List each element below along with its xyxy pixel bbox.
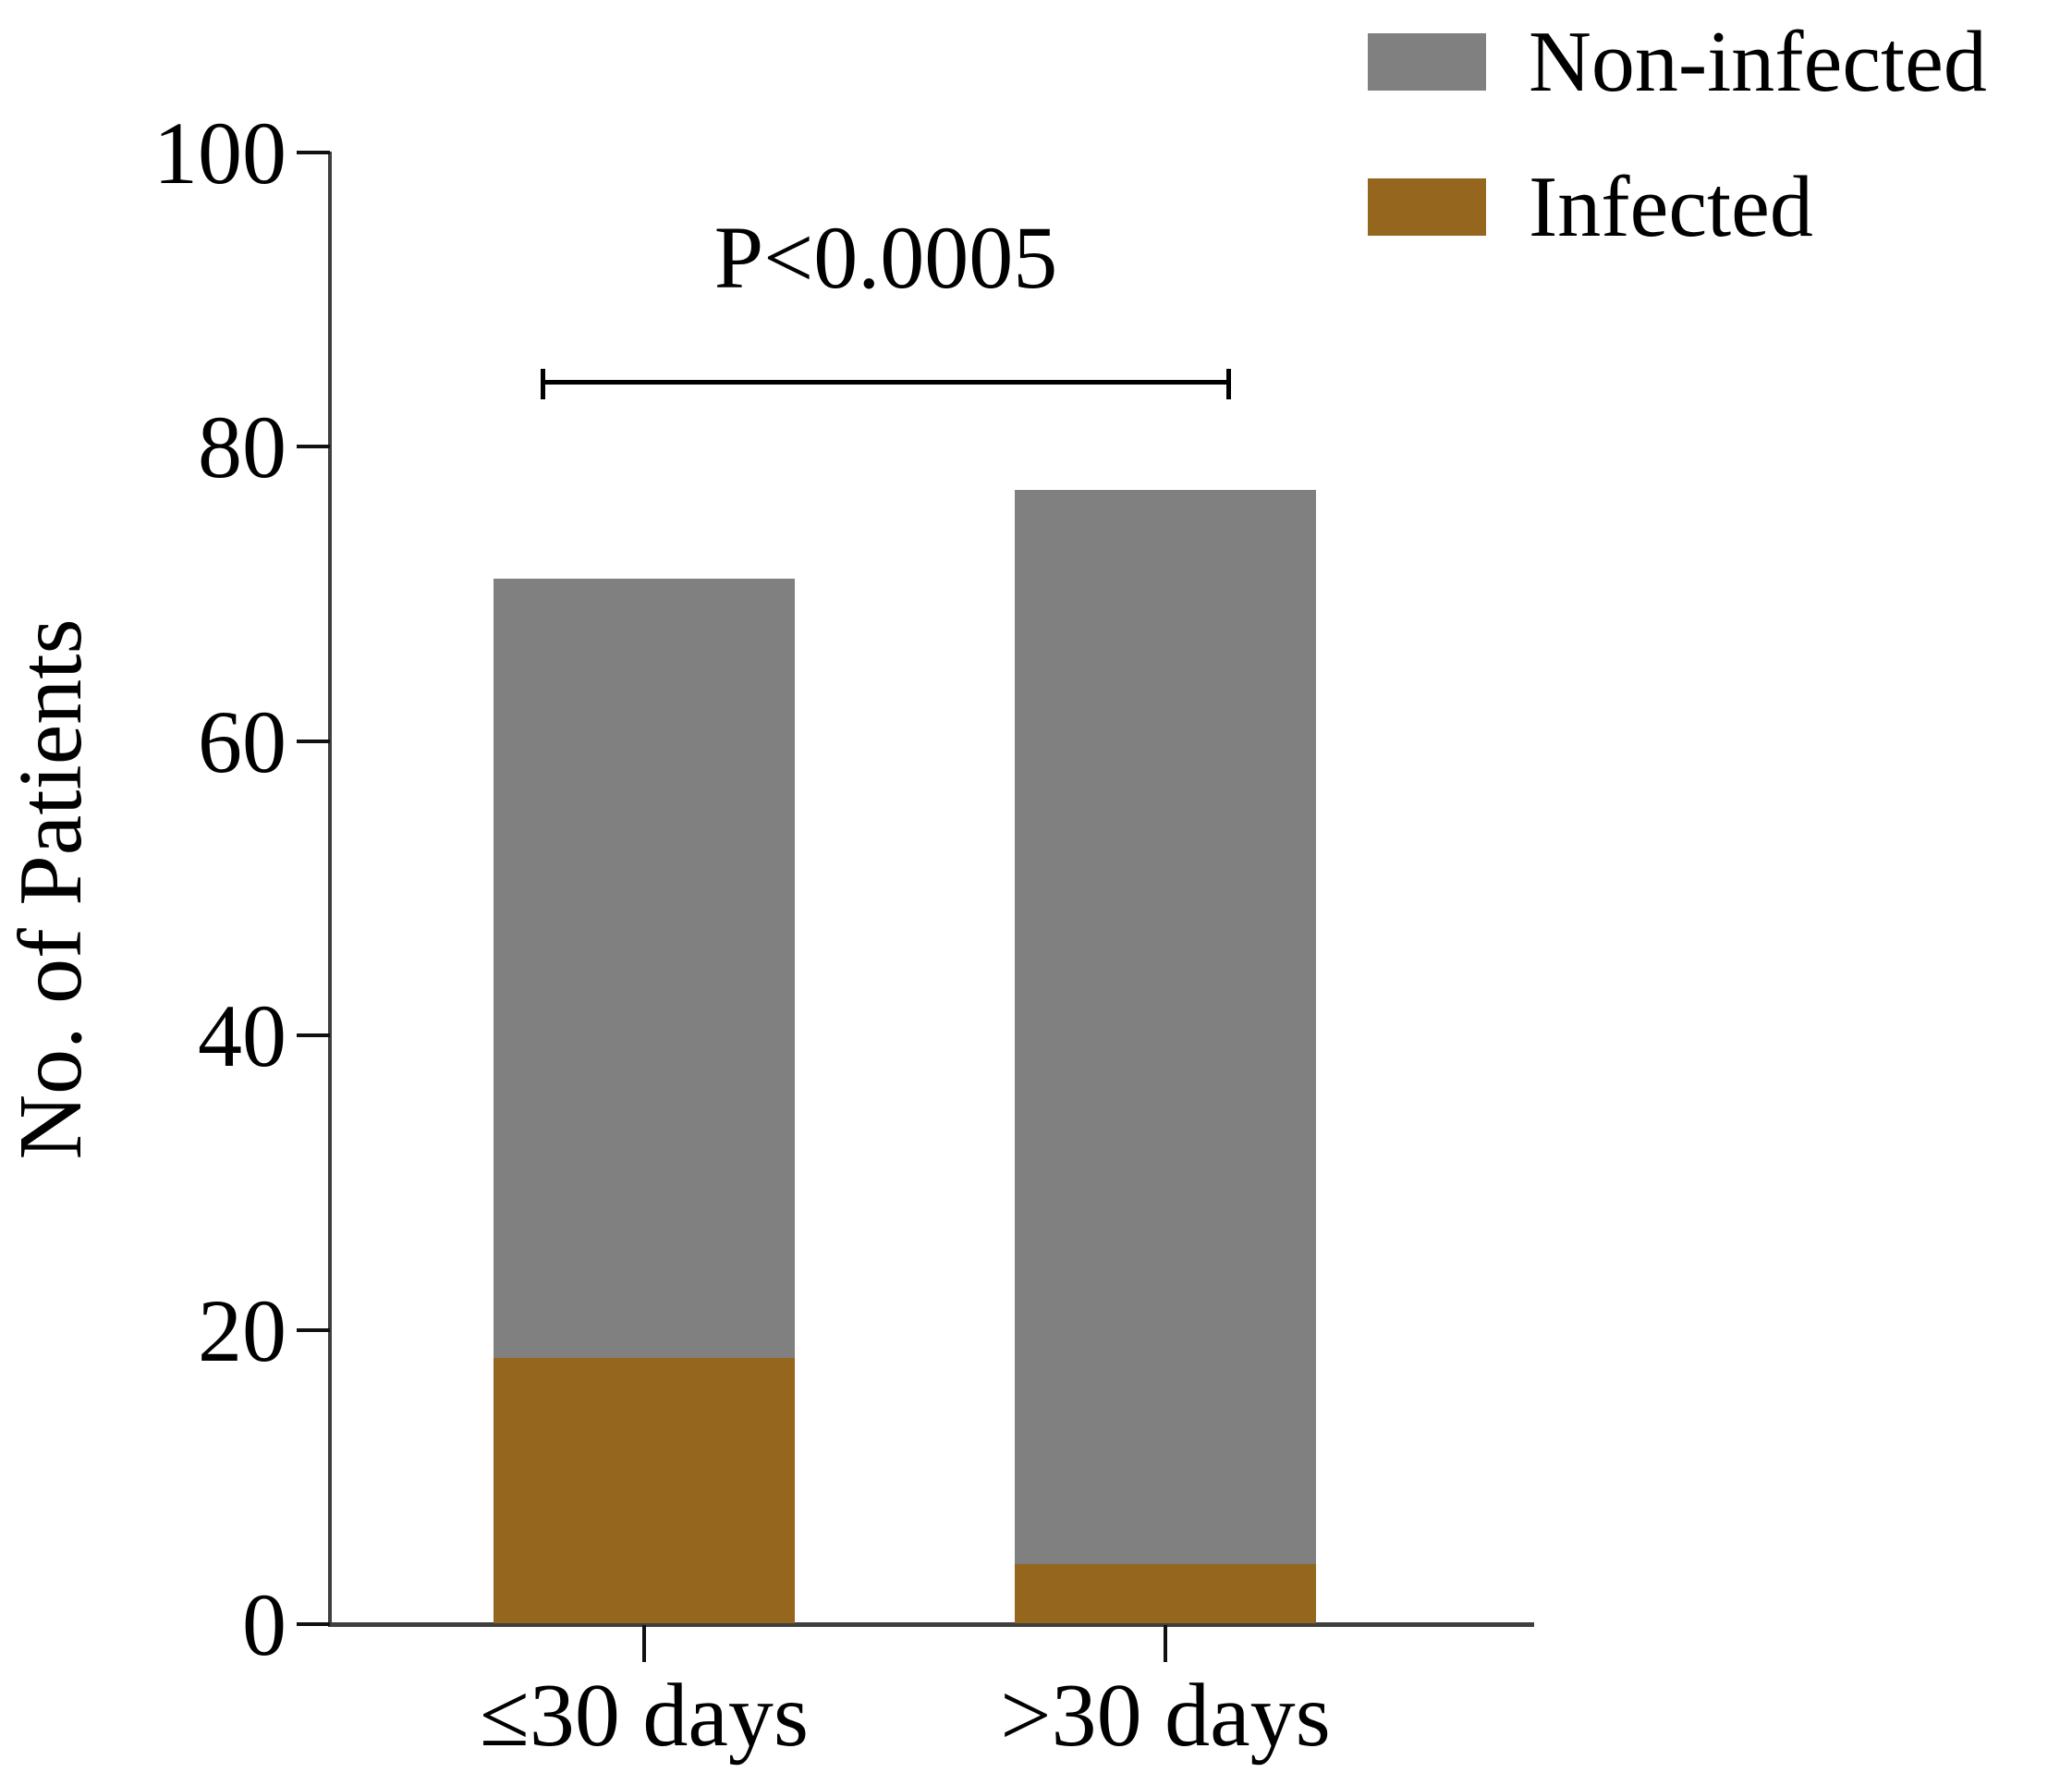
y-tick-label-40: 40: [198, 986, 286, 1086]
y-tick-label-0: 0: [242, 1575, 286, 1674]
legend-label: Non-infected: [1529, 14, 1987, 110]
x-tick-0: [642, 1625, 646, 1662]
x-axis-line: [328, 1622, 1534, 1627]
y-tick-label-100: 100: [153, 104, 286, 202]
significance-bracket-line: [541, 380, 1231, 385]
y-tick-label-20: 20: [198, 1280, 286, 1380]
bar-segment-non-infected-cat1: [1015, 490, 1316, 1565]
y-tick-60: [297, 739, 330, 743]
legend-swatch-infected: [1368, 178, 1486, 236]
p-value-annotation: P<0.0005: [713, 208, 1058, 307]
y-tick-label-60: 60: [198, 691, 286, 791]
legend-row-infected: Infected: [1368, 156, 1813, 258]
significance-bracket-right-cap: [1226, 369, 1231, 399]
y-tick-80: [297, 445, 330, 449]
y-tick-100: [297, 151, 330, 154]
y-axis-line: [328, 152, 332, 1625]
y-tick-20: [297, 1327, 330, 1332]
y-tick-40: [297, 1033, 330, 1038]
y-axis-title: No. of Patients: [1, 618, 101, 1160]
x-category-label-0: ≤30 days: [480, 1666, 809, 1766]
legend-label: Infected: [1529, 159, 1813, 255]
y-tick-0: [297, 1622, 330, 1626]
y-tick-label-80: 80: [198, 397, 286, 497]
bar-segment-infected-cat0: [494, 1358, 795, 1623]
legend-row-non-infected: Non-infected: [1368, 11, 1987, 113]
bar-segment-non-infected-cat0: [494, 578, 795, 1359]
legend-swatch-non-infected: [1368, 33, 1486, 91]
x-category-label-1: >30 days: [1000, 1666, 1331, 1766]
bar-segment-infected-cat1: [1015, 1564, 1316, 1623]
x-tick-1: [1164, 1625, 1167, 1662]
